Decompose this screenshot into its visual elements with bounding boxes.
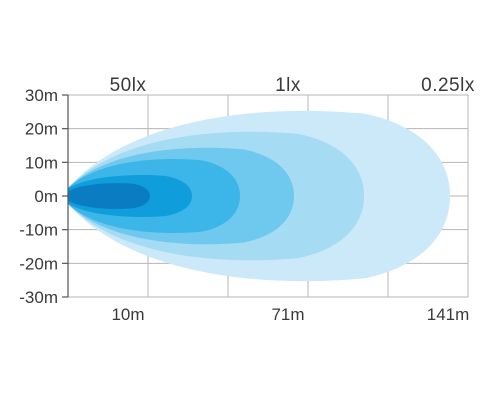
y-tick-label: 10m <box>25 153 58 172</box>
x-tick-label: 10m <box>111 305 144 324</box>
x-tick-label: 71m <box>271 305 304 324</box>
x-tick-label: 141m <box>427 305 470 324</box>
beam-area-6 <box>68 183 150 209</box>
y-tick-label: -30m <box>19 288 58 307</box>
y-tick-label: -20m <box>19 254 58 273</box>
illuminance-label: 0.25lx <box>421 75 475 96</box>
y-axis <box>62 94 69 298</box>
y-tick-label: 0m <box>34 187 58 206</box>
y-tick-label: -10m <box>19 221 58 240</box>
y-tick-label: 30m <box>25 86 58 105</box>
y-tick-label: 20m <box>25 120 58 139</box>
illuminance-labels: 50lx 1lx 0.25lx <box>110 75 475 96</box>
beam-areas <box>68 110 450 282</box>
x-tick-labels: 10m 71m 141m <box>111 305 469 324</box>
illuminance-label: 50lx <box>110 75 147 96</box>
illuminance-label: 1lx <box>275 75 301 96</box>
y-tick-labels: 30m 20m 10m 0m -10m -20m -30m <box>19 86 58 307</box>
